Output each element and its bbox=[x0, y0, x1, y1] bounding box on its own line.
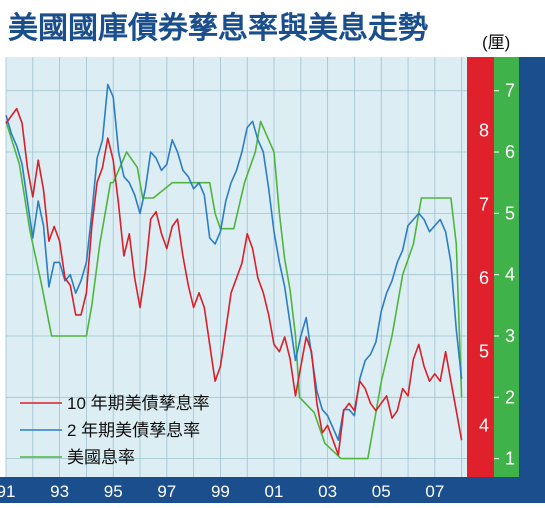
y-left-tick-label: 4 bbox=[505, 265, 515, 285]
x-tick-label: 95 bbox=[104, 482, 123, 501]
y-left-tick-label: 2 bbox=[505, 387, 515, 407]
chart-title: 美國國庫債券孳息率與美息走勢 bbox=[8, 11, 428, 45]
x-tick-label: 05 bbox=[372, 482, 391, 501]
y-left-tick-label: 1 bbox=[505, 449, 515, 469]
y-right-tick-label: 4 bbox=[479, 415, 489, 435]
legend-label-fed-rate: 美國息率 bbox=[67, 448, 135, 467]
series-line-10-year bbox=[5, 107, 463, 456]
x-tick-label: 07 bbox=[425, 482, 444, 501]
right-axis-band-red bbox=[467, 57, 494, 477]
x-axis-bar bbox=[0, 477, 545, 503]
y-right-tick-label: 5 bbox=[479, 342, 489, 362]
x-tick-label: 97 bbox=[157, 482, 176, 501]
y-left-tick-label: 6 bbox=[505, 142, 515, 162]
legend-label-10-year: 10 年期美債孳息率 bbox=[67, 394, 210, 413]
legend: 10 年期美債孳息率 2 年期美債孳息率 美國息率 bbox=[20, 394, 210, 467]
left-axis-band-green bbox=[494, 57, 519, 477]
y-right-tick-label: 8 bbox=[479, 121, 489, 141]
unit-label: (厘) bbox=[482, 33, 510, 52]
edge-band-blue bbox=[519, 57, 545, 477]
y-right-tick-label: 7 bbox=[479, 194, 489, 214]
plot-background bbox=[6, 57, 467, 477]
x-tick-label: 03 bbox=[318, 482, 337, 501]
x-tick-label: 01 bbox=[265, 482, 284, 501]
y-left-tick-label: 5 bbox=[505, 203, 515, 223]
x-tick-label: 99 bbox=[211, 482, 230, 501]
series-layer bbox=[5, 83, 463, 460]
y-left-tick-label: 3 bbox=[505, 326, 515, 346]
y-left-tick-label: 7 bbox=[505, 81, 515, 101]
y-right-tick-label: 6 bbox=[479, 268, 489, 288]
x-tick-label: 93 bbox=[50, 482, 69, 501]
series-line-2-year bbox=[5, 83, 463, 441]
series-line-fed-rate bbox=[5, 120, 463, 460]
x-tick-label: 91 bbox=[0, 482, 15, 501]
legend-label-2-year: 2 年期美債孳息率 bbox=[67, 421, 200, 440]
